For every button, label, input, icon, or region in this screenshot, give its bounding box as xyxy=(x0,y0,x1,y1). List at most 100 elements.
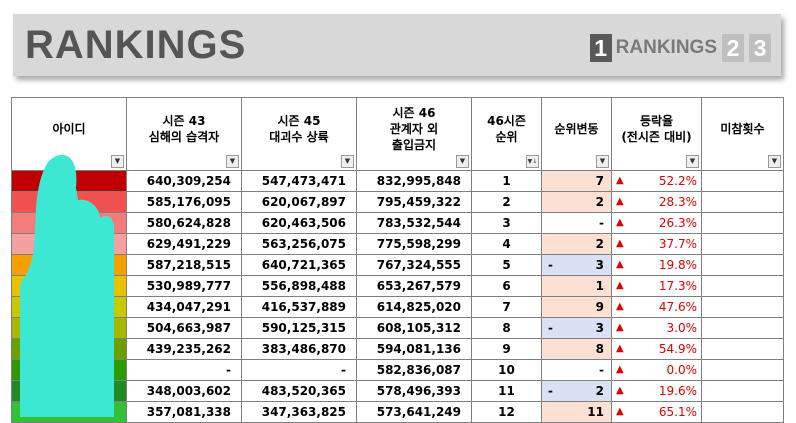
season-46-rank: 7 xyxy=(471,296,542,318)
change-rate-value: 19.6% xyxy=(658,384,697,398)
absence-count xyxy=(701,212,784,234)
redaction-overlay xyxy=(20,154,114,417)
triangle-up-icon: ▲ xyxy=(616,238,624,249)
table-row: 434,047,291 416,537,889 614,825,020 7 9 ▲ 47.6… xyxy=(11,296,784,318)
triangle-up-icon: ▲ xyxy=(616,322,624,333)
table-row: - -582,836,087 10- ▲ 0.0% xyxy=(11,359,784,381)
rank-change-value: 2 xyxy=(595,384,604,398)
rank-change: - xyxy=(541,212,612,234)
rank-change: 7 xyxy=(541,170,612,192)
tab-1-label[interactable]: RANKINGS xyxy=(615,37,717,58)
absence-count xyxy=(701,359,784,381)
season-45-score: 640,721,365 xyxy=(241,254,357,276)
tab-2-number[interactable]: 2 xyxy=(722,34,744,62)
table-row: 580,624,828 620,463,506 783,532,544 3 - ▲ 26.3… xyxy=(11,212,784,234)
column-header-label: 순위변동 xyxy=(542,121,611,147)
season-46-score: 573,641,249 xyxy=(356,401,472,423)
header-line: 순위 xyxy=(495,130,518,144)
triangle-up-icon: ▲ xyxy=(616,196,624,207)
season-46-score: 594,081,136 xyxy=(356,338,472,360)
season-43-score: - xyxy=(126,359,242,381)
header-line: 등락율 xyxy=(639,114,674,128)
sort-descending-icon[interactable]: ▼↓ xyxy=(526,155,539,168)
change-rate-value: 47.6% xyxy=(658,300,697,314)
rank-change: 8 xyxy=(541,338,612,360)
table-row: 504,663,987 590,125,315 608,105,312 8-3 ▲ 3.0… xyxy=(11,317,784,339)
rankings-banner: RANKINGS 1 RANKINGS 2 3 xyxy=(13,14,781,76)
change-rate-value: 0.0% xyxy=(666,363,698,377)
filter-dropdown-icon[interactable]: ▼ xyxy=(456,155,469,168)
tab-3-number[interactable]: 3 xyxy=(749,34,771,62)
change-rate: ▲ 19.8% xyxy=(611,254,702,276)
triangle-up-icon: ▲ xyxy=(616,280,624,291)
table-row: 530,989,777 556,898,488 653,267,579 6 1 ▲ 17.3… xyxy=(11,275,784,297)
triangle-up-icon: ▲ xyxy=(616,406,624,417)
season-46-rank: 2 xyxy=(471,191,542,213)
absence-count xyxy=(701,380,784,402)
season-45-score: 483,520,365 xyxy=(241,380,357,402)
filter-dropdown-icon[interactable]: ▼ xyxy=(341,155,354,168)
season-46-rank: 10 xyxy=(471,359,542,381)
table-row: 357,081,338 347,363,825 573,641,249 12 11 ▲ 65… xyxy=(11,401,784,423)
header-line: 아이디 xyxy=(52,122,86,136)
absence-count xyxy=(701,191,784,213)
column-header-label: 시즌 43 심해의 습격자 xyxy=(127,113,241,155)
filter-dropdown-icon[interactable]: ▼ xyxy=(226,155,239,168)
rank-change: 9 xyxy=(541,296,612,318)
absence-count xyxy=(701,296,784,318)
change-rate-value: 28.3% xyxy=(658,195,697,209)
season-46-score: 578,496,393 xyxy=(356,380,472,402)
season-46-rank: 3 xyxy=(471,212,542,234)
change-rate: ▲ 19.6% xyxy=(611,380,702,402)
absence-count xyxy=(701,254,784,276)
column-header-s43: 시즌 43 심해의 습격자 ▼ xyxy=(126,97,242,171)
filter-dropdown-icon[interactable]: ▼ xyxy=(111,155,124,168)
season-46-score: 608,105,312 xyxy=(356,317,472,339)
table-row: 629,491,229 563,256,075 775,598,299 4 2 ▲ 37.7… xyxy=(11,233,784,255)
rank-change-value: 1 xyxy=(595,279,604,293)
change-rate: ▲ 3.0% xyxy=(611,317,702,339)
header-line: 시즌 45 xyxy=(277,114,321,128)
triangle-up-icon: ▲ xyxy=(616,217,624,228)
season-45-score: 556,898,488 xyxy=(241,275,357,297)
rank-change-value: 2 xyxy=(595,195,604,209)
header-line: 시즌 46 xyxy=(392,106,436,120)
change-rate: ▲ 26.3% xyxy=(611,212,702,234)
change-rate: ▲ 47.6% xyxy=(611,296,702,318)
season-46-score: 614,825,020 xyxy=(356,296,472,318)
triangle-up-icon: ▲ xyxy=(616,385,624,396)
header-line: 미참횟수 xyxy=(720,122,765,136)
season-46-score: 783,532,544 xyxy=(356,212,472,234)
tab-1-number[interactable]: 1 xyxy=(589,34,612,62)
season-46-rank: 12 xyxy=(471,401,542,423)
header-line: 심해의 습격자 xyxy=(148,130,220,144)
absence-count xyxy=(701,338,784,360)
header-line: 관계자 외 xyxy=(389,122,439,136)
rank-change-value: 3 xyxy=(595,258,604,272)
header-line: 출입금지 xyxy=(391,138,437,152)
filter-dropdown-icon[interactable]: ▼ xyxy=(768,155,781,168)
change-rate-value: 19.8% xyxy=(658,258,697,272)
rank-change: -3 xyxy=(541,254,612,276)
rank-change: -2 xyxy=(541,380,612,402)
season-46-rank: 5 xyxy=(471,254,542,276)
column-header-absent: 미참횟수 ▼ xyxy=(701,97,784,171)
rank-change-sign: - xyxy=(548,321,553,335)
rank-change: 2 xyxy=(541,191,612,213)
filter-dropdown-icon[interactable]: ▼ xyxy=(596,155,609,168)
change-rate: ▲ 65.1% xyxy=(611,401,702,423)
change-rate: ▲ 0.0% xyxy=(611,359,702,381)
column-header-change: 순위변동 ▼ xyxy=(541,97,612,171)
column-header-label: 등락율 (전시즌 대비) xyxy=(612,113,701,155)
season-46-rank: 4 xyxy=(471,233,542,255)
column-header-label: 시즌 45 대괴수 상륙 xyxy=(242,113,356,155)
header-line: 46시즌 xyxy=(487,114,526,128)
header-line: 시즌 43 xyxy=(162,114,206,128)
season-45-score: - xyxy=(241,359,357,381)
filter-dropdown-icon[interactable]: ▼ xyxy=(686,155,699,168)
change-rate: ▲ 28.3% xyxy=(611,191,702,213)
header-line: (전시즌 대비) xyxy=(621,130,692,144)
rank-change-value: - xyxy=(599,363,604,377)
